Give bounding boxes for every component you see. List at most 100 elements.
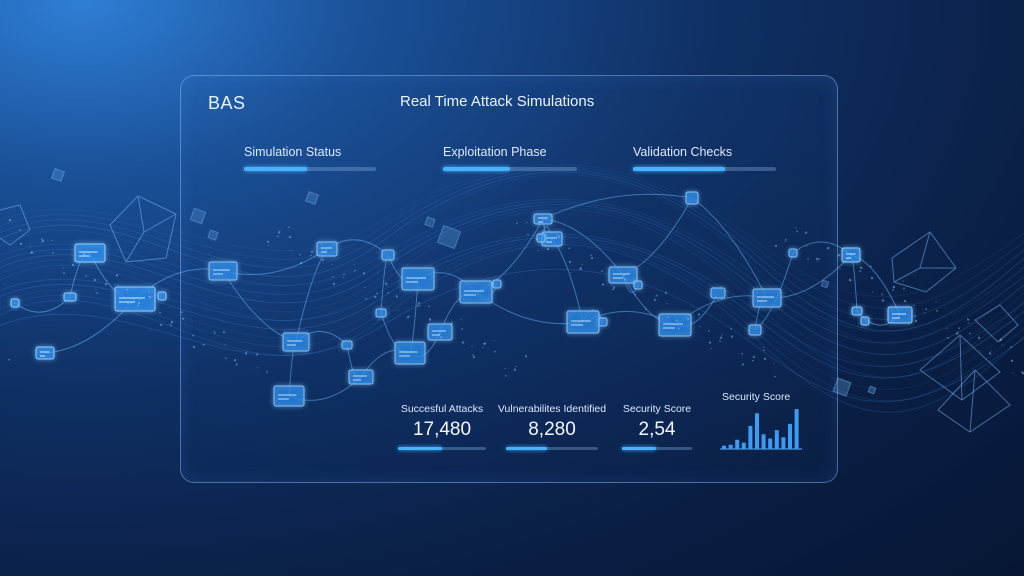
particle-dot: [430, 332, 432, 334]
metric-successful-attacks-value: 17,480: [412, 419, 472, 440]
particle-dot: [968, 322, 970, 324]
particle-dot: [914, 315, 916, 318]
status-simulation-fill: [244, 167, 308, 171]
polyhedron-shape: [974, 304, 1019, 343]
particle-dot: [859, 270, 861, 272]
security-score-bar-chart: [720, 409, 802, 450]
particle-dot: [730, 328, 732, 330]
wave-line: [0, 174, 1024, 343]
metric-security-score: Security Score 2,54: [622, 403, 692, 450]
metric-vulnerabilities-label: Vulnerabilites Identified: [497, 403, 607, 415]
particle-dot: [471, 345, 473, 347]
particle-dot: [51, 239, 53, 241]
network-node: [381, 249, 395, 261]
particle-dot: [795, 226, 797, 228]
particle-dot: [548, 245, 550, 247]
particle-dot: [408, 315, 410, 317]
particle-dot: [137, 304, 139, 307]
particle-dot: [590, 256, 594, 260]
particle-dot: [419, 305, 421, 307]
particle-dot: [202, 344, 204, 346]
network-node: [401, 267, 435, 291]
particle-dot: [353, 263, 355, 265]
particle-dot: [30, 251, 32, 254]
particle-dot: [482, 347, 484, 349]
particle-dot: [244, 352, 248, 355]
particle-dot: [837, 254, 841, 257]
network-edge: [542, 193, 693, 220]
score-bar: [728, 444, 733, 449]
network-edge: [691, 197, 768, 299]
metric-vulnerabilities-fill: [506, 447, 548, 450]
particle-dot: [19, 242, 23, 245]
metric-successful-attacks: Succesful Attacks 17,480: [398, 403, 486, 450]
particle-dot: [279, 230, 281, 232]
particle-dot: [19, 229, 21, 231]
particle-dot: [30, 251, 34, 254]
particle-dot: [128, 310, 130, 312]
particle-dot: [699, 325, 701, 327]
particle-dot: [192, 345, 196, 349]
particle-dot: [139, 299, 141, 301]
particle-dot: [881, 299, 885, 302]
particle-dot: [537, 250, 539, 252]
particle-dot: [513, 368, 517, 371]
particle-dot: [677, 327, 679, 329]
network-node: [860, 316, 870, 326]
network-node: [208, 261, 238, 281]
particle-dot: [645, 308, 647, 311]
score-bar: [722, 445, 726, 449]
particle-dot: [365, 297, 367, 300]
particle-dot: [62, 267, 64, 269]
network-node: [10, 298, 20, 308]
wave-line: [0, 198, 1024, 333]
particle-dot: [806, 245, 808, 247]
metric-successful-attacks-label: Succesful Attacks: [400, 403, 484, 415]
network-node: [341, 340, 353, 350]
particle-dot: [181, 311, 183, 314]
particle-dot: [74, 258, 76, 260]
metric-successful-attacks-track: [398, 447, 486, 450]
particle-dot: [719, 340, 721, 343]
particle-dot: [1010, 359, 1014, 362]
network-node: [608, 266, 638, 284]
polyhedron-shape: [937, 369, 1011, 433]
score-bar: [774, 430, 779, 449]
particle-dot: [126, 288, 128, 291]
particle-dot: [892, 289, 894, 291]
particle-dot: [387, 292, 389, 294]
network-node: [74, 243, 106, 263]
particle-dot: [343, 273, 345, 276]
score-bar: [761, 434, 766, 449]
network-node: [536, 233, 546, 243]
particle-dot: [946, 327, 948, 329]
particle-dot: [8, 219, 12, 222]
wave-line: [0, 244, 1024, 413]
particle-dot: [461, 341, 465, 344]
particle-dot: [117, 284, 119, 286]
particle-dot: [633, 280, 635, 282]
particle-dot: [364, 286, 366, 288]
particle-dot: [611, 285, 613, 287]
particle-dot: [913, 305, 915, 307]
particle-dot: [601, 270, 603, 273]
particle-dot: [828, 247, 830, 249]
particle-dot: [958, 327, 960, 330]
particle-dot: [612, 286, 616, 289]
floating-cube: [207, 229, 219, 241]
particle-dot: [214, 332, 216, 334]
particle-dot: [41, 239, 45, 243]
particle-dot: [990, 350, 992, 352]
particle-dot: [224, 344, 226, 346]
particle-dot: [417, 302, 421, 305]
status-validation-track: [633, 167, 776, 171]
particle-dot: [266, 371, 268, 373]
network-node: [752, 288, 782, 308]
score-bar: [788, 423, 792, 449]
status-exploitation-fill: [443, 167, 510, 171]
particle-dot: [568, 247, 570, 250]
polyhedron-decorations: [0, 195, 1019, 433]
score-bar: [741, 442, 746, 449]
network-node: [748, 324, 762, 336]
floating-cube: [867, 385, 877, 395]
